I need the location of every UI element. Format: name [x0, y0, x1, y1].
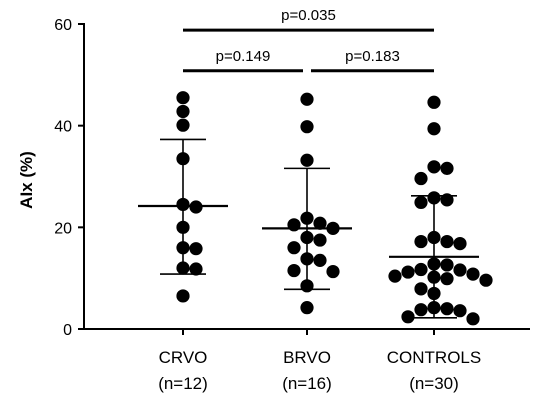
axes: 0 20 40 60 CRVO (n=12) BRVO (n=16) CONTROLS (n=30… — [54, 17, 530, 393]
data-point — [440, 302, 454, 316]
data-point — [427, 286, 441, 301]
data-point — [414, 171, 428, 186]
data-point — [427, 301, 441, 315]
x-category-n-label: (n=12) — [158, 374, 208, 393]
data-point — [453, 263, 467, 277]
data-point — [287, 218, 301, 232]
data-point — [440, 193, 454, 207]
data-point — [401, 310, 415, 324]
y-tick-label: 40 — [54, 119, 72, 136]
y-tick-label: 20 — [54, 220, 72, 237]
data-point — [313, 253, 327, 267]
data-point — [189, 242, 203, 256]
data-point — [300, 252, 314, 266]
y-tick-label: 60 — [54, 17, 72, 34]
data-point — [287, 241, 301, 255]
group-controls — [388, 95, 493, 326]
x-category-label: CRVO — [159, 348, 208, 367]
data-marks — [138, 91, 493, 326]
data-point — [313, 216, 327, 230]
data-point — [440, 258, 454, 272]
data-point — [176, 152, 190, 166]
data-point — [176, 118, 190, 132]
data-point — [414, 282, 428, 296]
data-point — [300, 153, 314, 167]
data-point — [287, 263, 301, 278]
data-point — [326, 221, 340, 235]
data-point — [176, 289, 190, 303]
data-point — [427, 160, 441, 174]
x-category-n-label: (n=16) — [282, 374, 332, 393]
data-point — [176, 91, 190, 105]
data-point — [440, 161, 454, 175]
data-point — [176, 197, 190, 212]
p-value-label: p=0.149 — [216, 48, 271, 65]
data-point — [313, 233, 327, 247]
data-point — [440, 234, 454, 249]
data-point — [440, 272, 454, 286]
data-point — [414, 262, 428, 277]
data-point — [176, 261, 190, 275]
group-crvo — [138, 91, 228, 303]
group-brvo — [262, 92, 352, 315]
data-point — [479, 273, 493, 287]
data-point — [401, 265, 415, 279]
data-point — [176, 104, 190, 119]
x-category-label: CONTROLS — [387, 348, 481, 367]
data-point — [300, 120, 314, 134]
data-point — [466, 312, 480, 326]
p-value-label: p=0.035 — [281, 7, 336, 24]
data-point — [388, 269, 402, 283]
data-point — [300, 211, 314, 225]
data-point — [414, 195, 428, 210]
data-point — [300, 279, 314, 293]
data-point — [176, 241, 190, 255]
data-point — [427, 270, 441, 284]
data-point — [189, 262, 203, 276]
data-point — [414, 234, 428, 249]
x-category-label: BRVO — [283, 348, 331, 367]
data-point — [176, 220, 190, 234]
data-point — [466, 267, 480, 281]
y-axis-label: AIx (%) — [17, 151, 36, 209]
x-category-n-label: (n=30) — [409, 374, 459, 393]
comparison-brackets: p=0.035 p=0.149 p=0.183 — [183, 7, 434, 73]
data-point — [300, 92, 314, 106]
data-point — [326, 264, 340, 279]
data-point — [453, 237, 467, 251]
p-value-label: p=0.183 — [345, 48, 400, 65]
data-point — [427, 95, 441, 109]
data-point — [414, 303, 428, 317]
data-point — [453, 304, 467, 318]
data-point — [189, 200, 203, 214]
data-point — [427, 191, 441, 205]
data-point — [427, 230, 441, 245]
data-point — [427, 122, 441, 136]
data-point — [300, 301, 314, 315]
data-point — [300, 230, 314, 245]
data-point — [427, 257, 441, 271]
y-tick-label: 0 — [63, 322, 72, 339]
